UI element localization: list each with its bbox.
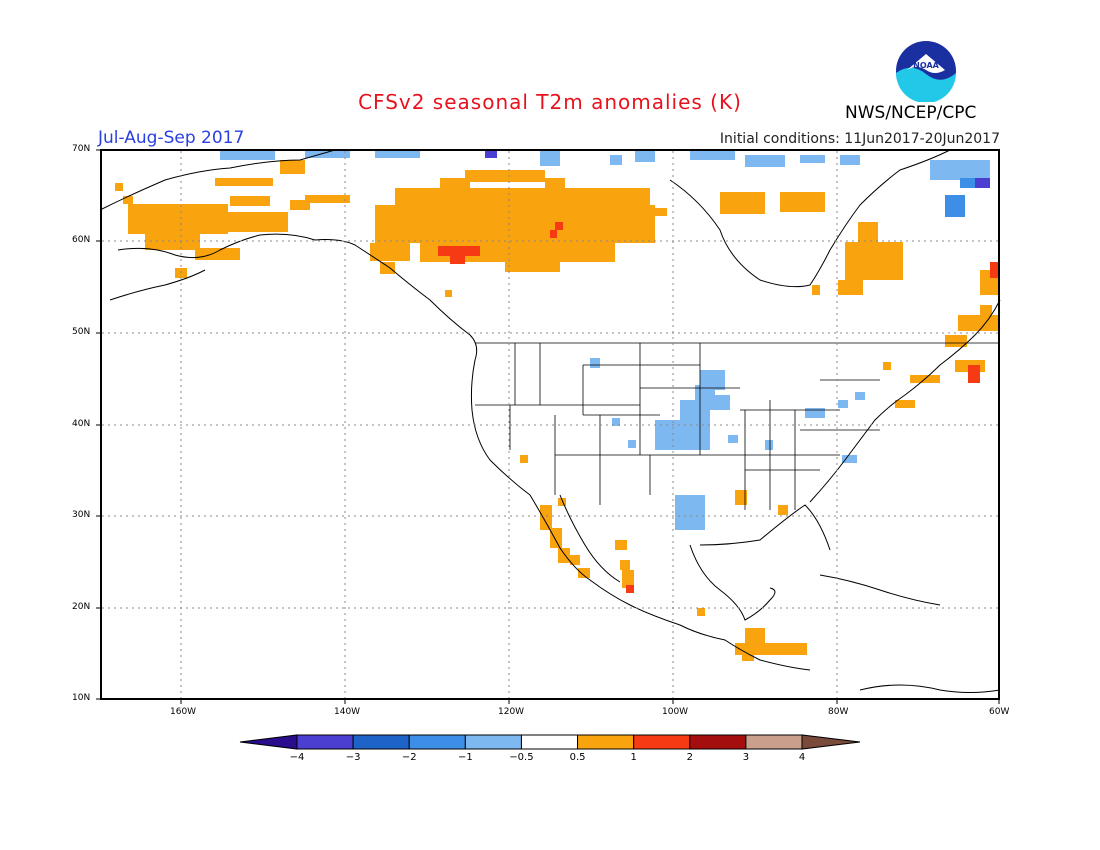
initial-conditions-label: Initial conditions: 11Jun2017-20Jun2017 <box>719 131 1000 147</box>
lat-label: 20N <box>72 602 91 612</box>
colorbar-arrow-high <box>801 734 861 750</box>
grid-lines <box>102 151 998 698</box>
svg-text:NOAA: NOAA <box>913 61 939 70</box>
noaa-logo: NOAA <box>896 41 956 102</box>
colorbar-arrow-low <box>239 734 298 750</box>
state-borders <box>475 342 1000 510</box>
lon-label: 140W <box>334 707 361 717</box>
colorbar-box <box>408 734 466 750</box>
colorbar-box <box>745 734 803 750</box>
season-label: Jul-Aug-Sep 2017 <box>98 128 245 148</box>
anomaly-patches <box>115 150 998 661</box>
colorbar-label: 1 <box>630 752 637 763</box>
colorbar-box <box>520 734 579 750</box>
lat-label: 60N <box>72 235 91 245</box>
colorbar-label: −0.5 <box>509 752 534 763</box>
colorbar-label: 3 <box>742 752 750 763</box>
colorbar-box <box>577 734 635 750</box>
lat-label: 50N <box>72 327 91 337</box>
colorbar-label: −3 <box>345 752 361 763</box>
map-title: CFSv2 seasonal T2m anomalies (K) <box>358 90 742 114</box>
lat-label: 10N <box>72 693 91 703</box>
lat-label: 70N <box>72 144 91 154</box>
lon-label: 120W <box>498 707 525 717</box>
colorbar-box <box>689 734 747 750</box>
colorbar-label: 4 <box>798 752 806 763</box>
colorbar-label: −2 <box>401 752 417 763</box>
colorbar-label: 2 <box>686 752 693 763</box>
lon-label: 100W <box>662 707 689 717</box>
organization-label: NWS/NCEP/CPC <box>845 103 977 123</box>
lon-label: 160W <box>170 707 197 717</box>
colorbar-label: −4 <box>289 752 305 763</box>
colorbar-label: −1 <box>457 752 473 763</box>
colorbar-box <box>296 734 354 750</box>
lon-label: 60W <box>989 707 1010 717</box>
colorbar-box <box>464 734 522 750</box>
colorbar-box <box>352 734 410 750</box>
lat-label: 30N <box>72 510 91 520</box>
lon-label: 80W <box>828 707 849 717</box>
colorbar-box <box>633 734 691 750</box>
lat-label: 40N <box>72 419 91 429</box>
colorbar-label: 0.5 <box>569 752 586 763</box>
